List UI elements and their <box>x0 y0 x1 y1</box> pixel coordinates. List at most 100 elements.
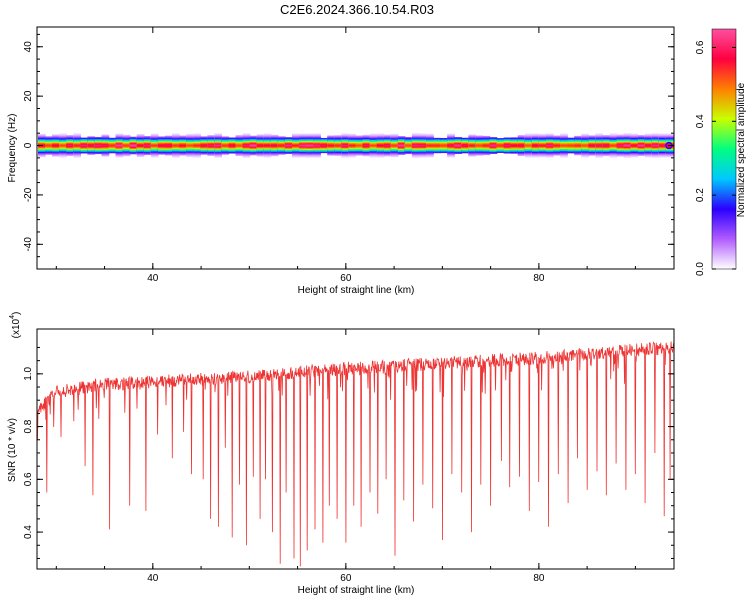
spectral-band-cell <box>250 146 258 147</box>
spectral-band-cell <box>490 146 498 147</box>
spectral-band-cell <box>292 146 300 147</box>
spectrogram-ytick-label: 40 <box>23 41 34 53</box>
spectral-band-cell <box>617 146 625 147</box>
spectral-band-cell <box>87 146 95 147</box>
spectrogram-ytick-label: 20 <box>23 90 34 102</box>
snr-y-axis: 0.4 0.6 0.8 1.0 <box>23 347 674 558</box>
spectral-band-cell <box>398 146 406 147</box>
spectral-band-cell <box>363 146 371 147</box>
spectral-band-cell <box>236 146 244 147</box>
spectral-band-cell <box>645 146 653 147</box>
spectral-band-cell <box>313 146 321 147</box>
spectral-band-cell <box>123 146 131 147</box>
snr-panel: 40 60 80 0.4 0.6 0.8 1.0 Height of straight l… <box>7 312 674 596</box>
spectral-band-cell <box>73 146 81 147</box>
spectrogram-xtick-label: 80 <box>533 273 545 284</box>
spectral-band-cell <box>475 146 483 147</box>
spectral-band-cell <box>137 146 145 147</box>
spectral-band-cell <box>200 146 208 147</box>
spectral-band-cell <box>377 146 385 147</box>
spectral-band-cell <box>532 146 540 147</box>
spectral-band-cell <box>518 146 526 147</box>
spectral-band-cell <box>109 146 117 147</box>
spectral-band-cell <box>461 146 469 147</box>
snr-ytick-label: 1.0 <box>23 366 34 380</box>
spectral-band-cell <box>179 146 187 147</box>
spectral-band-cell <box>172 146 180 147</box>
snr-multiplier: (x104) <box>9 312 22 339</box>
spectral-band-cell <box>440 146 448 147</box>
spectral-band-cell <box>567 146 575 147</box>
snr-x-label: Height of straight line (km) <box>298 585 415 596</box>
colorbar-label: Normalized spectral amplitude <box>736 82 747 217</box>
spectral-band-cell <box>454 146 462 147</box>
snr-ytick-label: 0.8 <box>23 419 34 433</box>
spectral-band-cell <box>158 146 166 147</box>
spectral-band-cell <box>207 146 215 147</box>
spectral-band-cell <box>66 146 74 147</box>
spectral-band-cell <box>151 146 159 147</box>
spectral-band-cell <box>581 146 589 147</box>
spectral-band-cell <box>348 146 356 147</box>
spectral-band-cell <box>264 146 272 147</box>
spectral-band-cell <box>116 146 124 147</box>
spectral-band-cell <box>59 146 67 147</box>
spectral-band-cell <box>419 146 427 147</box>
spectral-band-cell <box>243 146 251 147</box>
spectral-band-cell <box>433 146 441 147</box>
spectrogram-xtick-label: 40 <box>147 273 159 284</box>
spectral-band-cell <box>610 146 618 147</box>
spectrogram-y-label: Frequency (Hz) <box>7 114 18 183</box>
snr-xtick-label: 60 <box>340 573 352 584</box>
spectral-band-cell <box>426 146 434 147</box>
colorbar-tick-label: 0.4 <box>695 114 706 128</box>
spectral-band-cell <box>306 146 314 147</box>
spectral-band-cell <box>539 146 547 147</box>
spectral-band-cell <box>624 146 632 147</box>
spectral-band-cell <box>320 146 328 147</box>
snr-ytick-label: 0.6 <box>23 472 34 486</box>
spectral-band-cell <box>504 146 512 147</box>
snr-xtick-label: 80 <box>533 573 545 584</box>
spectral-band-cell <box>278 146 286 147</box>
spectral-band-cell <box>334 146 342 147</box>
colorbar-tick-label: 0.0 <box>695 262 706 276</box>
spectral-band-cell <box>193 146 201 147</box>
spectral-band-cell <box>553 146 561 147</box>
spectral-band-cell <box>525 146 533 147</box>
spectral-band-cell <box>497 146 505 147</box>
spectral-band-cell <box>412 146 420 147</box>
spectral-band-cell <box>588 146 596 147</box>
snr-ytick-label: 0.4 <box>23 525 34 539</box>
spectrogram-panel: 40 60 80 -40 -20 0 20 40 Height of straight li… <box>7 27 674 296</box>
spectral-band-cell <box>391 146 399 147</box>
spectral-band-cell <box>468 146 476 147</box>
svg-text:(x104): (x104) <box>9 312 22 339</box>
spectral-band-cell <box>45 146 53 147</box>
snr-frame <box>37 329 674 569</box>
spectral-band-cell <box>271 146 279 147</box>
spectral-band-cell <box>546 146 554 147</box>
spectral-band-cell <box>94 146 102 147</box>
spectral-band-cell <box>602 146 610 147</box>
spectral-band-cell <box>652 146 660 147</box>
colorbar: 0.0 0.2 0.4 0.6 Normalized spectral amplitu… <box>695 29 747 276</box>
spectral-band-cell <box>574 146 582 147</box>
snr-multiplier-label: (x10 <box>11 318 22 338</box>
snr-y-label: SNR (10 * v/v) <box>7 418 18 482</box>
spectral-band-cell <box>299 146 307 147</box>
spectral-band-cell <box>165 146 173 147</box>
spectral-band-cell <box>384 146 392 147</box>
spectral-band <box>38 133 674 158</box>
spectrogram-xtick-label: 60 <box>340 273 352 284</box>
spectral-band-cell <box>405 146 413 147</box>
colorbar-tick-label: 0.6 <box>695 40 706 54</box>
colorbar-scale <box>712 29 736 269</box>
spectral-band-cell <box>356 146 364 147</box>
spectrogram-ytick-label: -40 <box>23 237 34 252</box>
spectral-band-cell <box>229 146 237 147</box>
spectral-band-cell <box>631 146 639 147</box>
spectrogram-ytick-label: 0 <box>23 142 34 148</box>
figure-title: C2E6.2024.366.10.54.R03 <box>280 2 434 17</box>
